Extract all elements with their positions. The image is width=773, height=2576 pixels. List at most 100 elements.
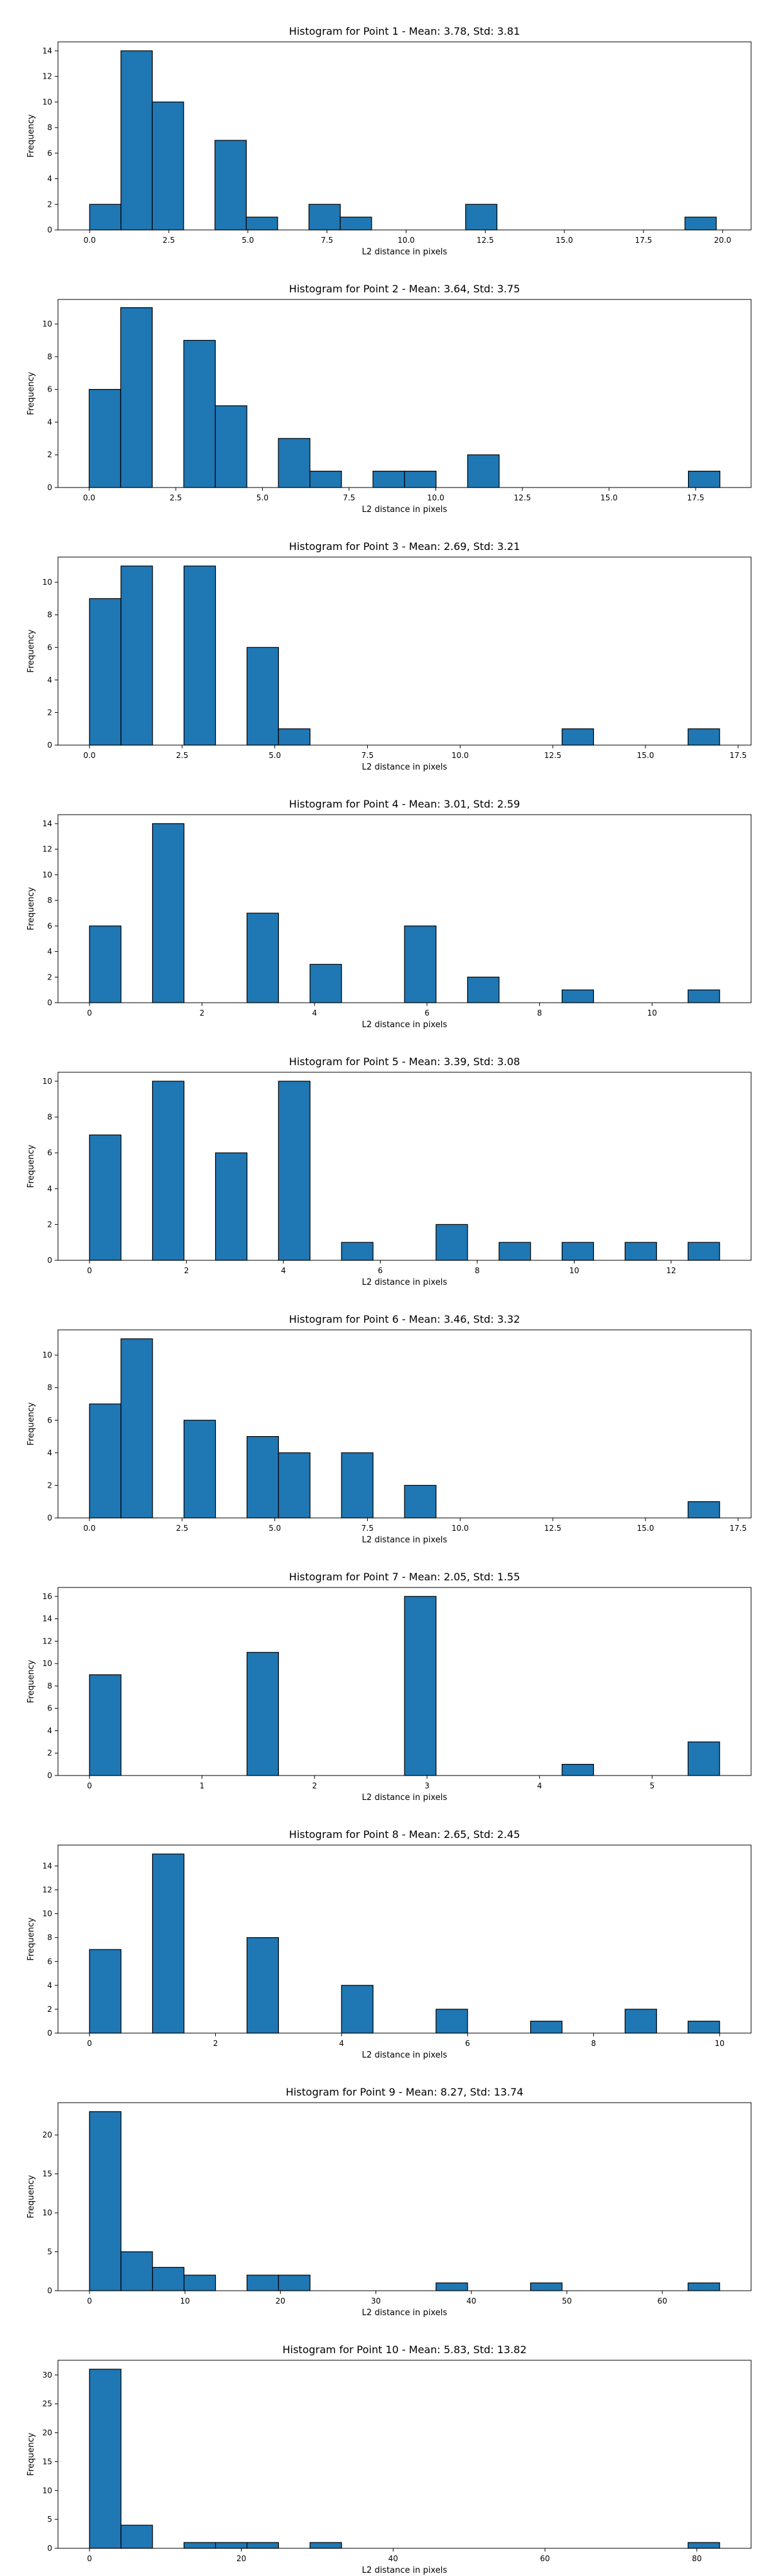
histogram-bar — [561, 1242, 595, 1261]
histogram-bar — [184, 1419, 216, 1519]
y-tick-label: 15 — [43, 2457, 52, 2466]
y-tick-label: 0 — [47, 225, 52, 234]
histogram-bar — [215, 1152, 248, 1261]
histogram-bar — [688, 471, 721, 488]
histogram-bar — [465, 204, 498, 231]
chart-title: Histogram for Point 6 - Mean: 3.46, Std:… — [289, 1313, 520, 1325]
y-tick-label: 25 — [43, 2400, 52, 2409]
histogram-bar — [120, 1338, 153, 1519]
histogram-bar — [309, 204, 341, 231]
histogram-panel-4: Histogram for Point 4 - Mean: 3.01, Std:… — [0, 773, 773, 1030]
histogram-chart: Histogram for Point 1 - Mean: 3.78, Std:… — [26, 25, 752, 257]
x-axis-label: L2 distance in pixels — [362, 1535, 448, 1545]
y-tick-label: 6 — [47, 643, 52, 652]
x-tick-label: 50 — [562, 2297, 571, 2306]
y-tick-label: 10 — [43, 1350, 52, 1359]
y-tick-label: 8 — [47, 1113, 52, 1122]
y-axis-label: Frequency — [26, 887, 36, 930]
histogram-bar — [215, 140, 247, 231]
chart-title: Histogram for Point 9 - Mean: 8.27, Std:… — [286, 2086, 524, 2098]
histogram-panel-1: Histogram for Point 1 - Mean: 3.78, Std:… — [0, 0, 773, 258]
y-tick-label: 6 — [47, 1416, 52, 1425]
x-tick-label: 5.0 — [242, 236, 254, 245]
histogram-bar — [88, 389, 121, 488]
y-axis-label: Frequency — [26, 1660, 36, 1703]
y-tick-label: 6 — [47, 1957, 52, 1966]
x-tick-label: 60 — [658, 2297, 667, 2306]
x-tick-label: 0.0 — [83, 493, 95, 502]
histogram-bar — [152, 1853, 185, 2034]
histogram-bar — [89, 1674, 122, 1776]
x-tick-label: 5.0 — [269, 751, 281, 760]
histogram-bar — [404, 471, 437, 488]
histogram-bar — [624, 1242, 657, 1261]
x-tick-label: 0 — [87, 2039, 92, 2048]
histogram-chart: Histogram for Point 7 - Mean: 2.05, Std:… — [26, 1571, 752, 1803]
histogram-bar — [687, 2020, 720, 2034]
x-tick-label: 10 — [714, 2039, 724, 2048]
histogram-bar — [467, 454, 500, 488]
histogram-bar — [246, 1435, 279, 1519]
y-tick-label: 2 — [47, 1220, 52, 1229]
y-tick-label: 10 — [43, 870, 52, 879]
histogram-bar — [687, 1741, 720, 1776]
x-tick-label: 10 — [180, 2297, 189, 2306]
x-tick-label: 15.0 — [637, 1524, 654, 1533]
y-tick-label: 20 — [43, 2429, 52, 2438]
x-tick-label: 2.5 — [176, 751, 188, 760]
y-tick-label: 5 — [47, 2515, 52, 2524]
y-tick-label: 4 — [47, 417, 52, 426]
x-axis-label: L2 distance in pixels — [362, 247, 448, 257]
histogram-bar — [309, 963, 342, 1003]
x-tick-label: 2 — [184, 1266, 189, 1275]
x-tick-label: 40 — [466, 2297, 476, 2306]
histogram-bar — [246, 647, 279, 746]
x-tick-label: 2 — [213, 2039, 218, 2048]
x-tick-label: 0.0 — [83, 1524, 95, 1533]
x-tick-label: 0.0 — [84, 236, 96, 245]
y-tick-label: 8 — [47, 1681, 52, 1690]
y-tick-label: 0 — [47, 2286, 52, 2295]
histogram-bar — [89, 2369, 122, 2549]
histogram-bar — [152, 2267, 185, 2291]
histogram-panel-8: Histogram for Point 8 - Mean: 2.65, Std:… — [0, 1803, 773, 2061]
histogram-chart: Histogram for Point 4 - Mean: 3.01, Std:… — [26, 798, 752, 1030]
histogram-bar — [89, 925, 122, 1003]
histogram-chart: Histogram for Point 8 - Mean: 2.65, Std:… — [26, 1828, 752, 2060]
x-tick-label: 7.5 — [361, 1524, 374, 1533]
y-tick-label: 10 — [43, 1659, 52, 1668]
histogram-bar — [184, 565, 216, 746]
x-tick-label: 7.5 — [321, 236, 333, 245]
histogram-bar — [687, 989, 720, 1003]
x-tick-label: 10.0 — [452, 751, 469, 760]
x-tick-label: 17.5 — [687, 493, 705, 502]
histogram-bar — [278, 1081, 310, 1261]
x-axis-label: L2 distance in pixels — [362, 2566, 448, 2575]
histogram-bar — [278, 728, 310, 746]
y-tick-label: 8 — [47, 611, 52, 620]
y-tick-label: 0 — [47, 2029, 52, 2038]
x-axis-label: L2 distance in pixels — [362, 2050, 448, 2060]
y-tick-label: 6 — [47, 1704, 52, 1713]
x-tick-label: 10.0 — [397, 236, 415, 245]
histogram-chart: Histogram for Point 6 - Mean: 3.46, Std:… — [26, 1313, 752, 1545]
x-tick-label: 7.5 — [361, 751, 374, 760]
axes-frame — [57, 2102, 752, 2291]
y-tick-label: 8 — [47, 896, 52, 905]
histogram-bar — [687, 1242, 720, 1261]
y-tick-label: 12 — [43, 845, 52, 854]
chart-title: Histogram for Point 10 - Mean: 5.83, Std… — [282, 2344, 526, 2356]
chart-title: Histogram for Point 3 - Mean: 2.69, Std:… — [289, 540, 520, 553]
x-axis-label: L2 distance in pixels — [362, 1278, 448, 1287]
y-tick-label: 4 — [47, 175, 52, 184]
histogram-bar — [341, 1985, 374, 2034]
axes-frame — [57, 1329, 752, 1519]
histogram-bar — [184, 2542, 216, 2549]
histogram-bar — [152, 823, 185, 1003]
y-tick-label: 12 — [43, 1886, 52, 1895]
x-tick-label: 5.0 — [256, 493, 269, 502]
y-axis-label: Frequency — [26, 2432, 36, 2476]
y-tick-label: 14 — [43, 819, 52, 828]
x-tick-label: 2.5 — [169, 493, 182, 502]
x-tick-label: 20.0 — [714, 236, 731, 245]
